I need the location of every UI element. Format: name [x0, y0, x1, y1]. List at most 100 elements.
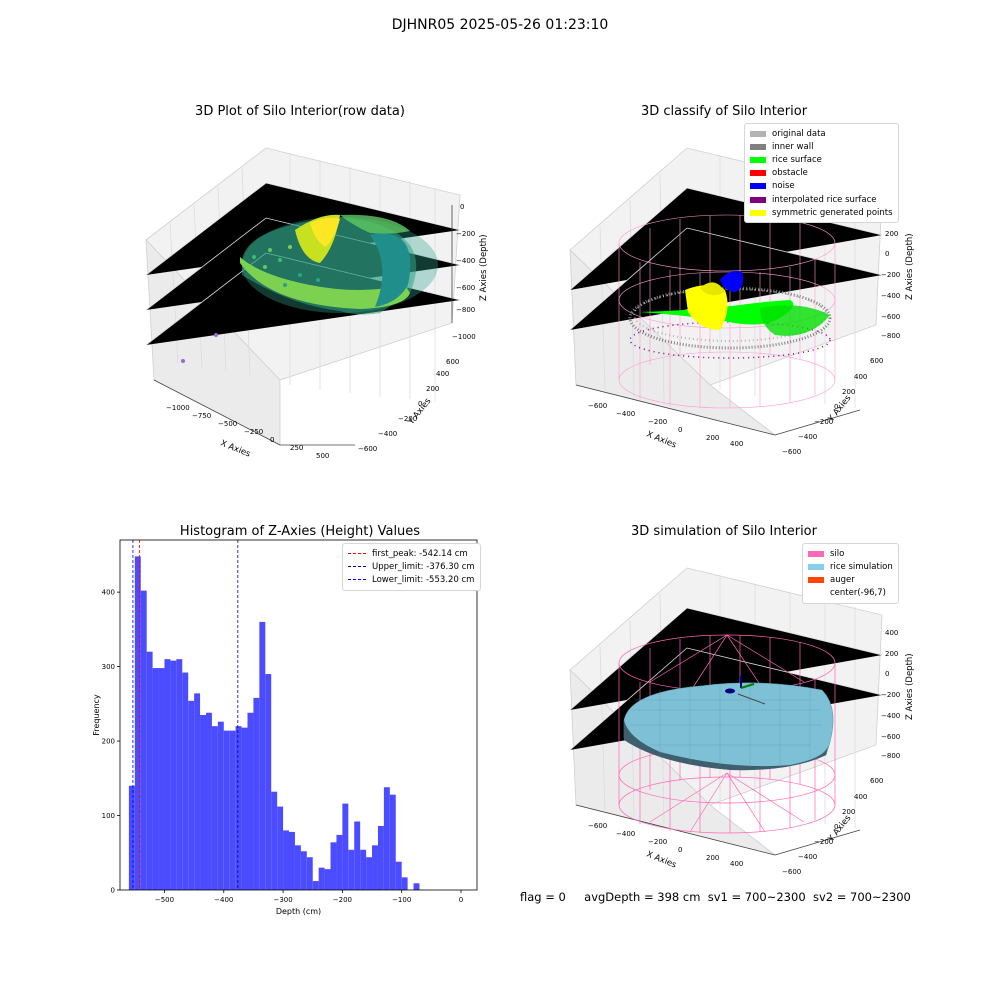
- raw-z-ticks: 0 −200 −400 −600 −800 −1000: [452, 203, 476, 341]
- y-tick-label: 200: [102, 738, 115, 746]
- raw-x-ticks: −1000 −750 −500 −250 0 250 500: [166, 404, 329, 460]
- svg-text:200: 200: [885, 650, 898, 658]
- histogram-bar: [372, 845, 378, 890]
- x-tick-label: −400: [214, 896, 233, 904]
- histogram-y-ticks: 0 100 200 300 400: [102, 589, 120, 895]
- svg-text:−400: −400: [456, 257, 475, 265]
- legend-item: Lower_limit: -553.20 cm: [348, 573, 475, 586]
- histogram-bar: [217, 721, 224, 890]
- svg-text:−800: −800: [881, 332, 900, 340]
- histogram-bar: [294, 845, 301, 890]
- sv2-text: sv2 = 700~2300: [812, 890, 911, 904]
- histogram-x-label: Depth (cm): [276, 907, 321, 916]
- svg-text:−200: −200: [881, 271, 900, 279]
- svg-text:600: 600: [870, 357, 883, 365]
- histogram-bar: [188, 700, 195, 890]
- svg-text:0: 0: [885, 670, 889, 678]
- histogram-chart: −500 −400 −300 −200 −100 0 0 100 200 300 400 Dept…: [92, 539, 478, 916]
- svg-text:200: 200: [426, 385, 439, 393]
- svg-text:−200: −200: [648, 418, 667, 426]
- histogram-bar: [289, 831, 295, 890]
- raw-3d-plot: −1000 −750 −500 −250 0 250 500 X Axies −…: [145, 147, 489, 460]
- histogram-bar: [259, 621, 266, 890]
- histogram-bar: [241, 727, 248, 890]
- histogram-bar: [389, 794, 396, 890]
- figure-title: DJHNR05 2025-05-26 01:23:10: [391, 17, 609, 33]
- legend-item: center(-96,7): [830, 588, 886, 599]
- raw-point-cloud: [181, 214, 438, 363]
- svg-text:600: 600: [446, 358, 459, 366]
- legend-item: rice simulation: [808, 560, 893, 573]
- classify-z-label: Z Axies (Depth): [905, 233, 915, 300]
- auger-marker: [725, 676, 766, 705]
- histogram-bar: [395, 861, 402, 890]
- flag-text: flag = 0: [520, 890, 566, 904]
- svg-text:0: 0: [678, 426, 682, 434]
- svg-text:−800: −800: [881, 752, 900, 760]
- svg-text:−400: −400: [616, 410, 635, 418]
- svg-text:−600: −600: [881, 313, 900, 321]
- simulation-plot-title: 3D simulation of Silo Interior: [631, 524, 817, 539]
- simulation-3d-plot: −600 −400 −200 0 200 400 X Axies −600 −4…: [569, 567, 915, 876]
- histogram-bar: [312, 881, 319, 890]
- histogram-bar: [205, 712, 212, 890]
- histogram-bar: [306, 857, 313, 890]
- x-tick-label: −500: [155, 896, 174, 904]
- svg-text:−400: −400: [881, 292, 900, 300]
- svg-text:−250: −250: [244, 428, 263, 436]
- svg-text:600: 600: [870, 777, 883, 785]
- histogram-bar: [336, 834, 343, 890]
- raw-x-label: X Axies: [219, 439, 252, 460]
- histogram-y-label: Frequency: [92, 694, 101, 736]
- histogram-bar: [247, 712, 254, 890]
- classify-x-label: X Axies: [645, 430, 678, 451]
- histogram-bar: [164, 659, 171, 890]
- legend-item: Upper_limit: -376.30 cm: [348, 560, 475, 573]
- svg-text:0: 0: [678, 846, 682, 854]
- classify-points: [628, 271, 832, 359]
- svg-text:−600: −600: [782, 448, 801, 456]
- svg-text:−600: −600: [358, 445, 377, 453]
- histogram-bars: [128, 556, 420, 890]
- simulation-legend: silo rice simulation auger center(-96,7): [802, 543, 899, 604]
- svg-text:−1000: −1000: [166, 404, 190, 412]
- svg-text:400: 400: [730, 440, 743, 448]
- legend-item: silo: [808, 547, 893, 560]
- histogram-bar: [354, 821, 361, 890]
- classify-silo-wireframe: [618, 214, 836, 409]
- histogram-bar: [366, 857, 373, 890]
- histogram-bar: [401, 877, 408, 890]
- classify-x-ticks: −600 −400 −200 0 200 400: [588, 402, 743, 448]
- svg-text:−600: −600: [588, 822, 607, 830]
- histogram-bar: [128, 785, 135, 890]
- svg-text:200: 200: [842, 388, 855, 396]
- legend-item: first_peak: -542.14 cm: [348, 547, 475, 560]
- svg-text:0: 0: [418, 400, 422, 408]
- legend-item: inner wall: [750, 140, 893, 153]
- svg-text:−400: −400: [798, 853, 817, 861]
- histogram-bar: [348, 849, 355, 890]
- raw-plot-title: 3D Plot of Silo Interior(row data): [195, 104, 405, 119]
- simulation-z-ticks: 400 200 0 −200 −400 −600 −800: [881, 629, 900, 760]
- svg-text:250: 250: [290, 444, 303, 452]
- simulation-x-ticks: −600 −400 −200 0 200 400: [588, 822, 743, 868]
- y-tick-label: 0: [111, 887, 115, 895]
- histogram-bar: [146, 651, 153, 890]
- svg-text:0: 0: [834, 403, 838, 411]
- svg-text:−200: −200: [398, 415, 417, 423]
- svg-text:−600: −600: [881, 733, 900, 741]
- svg-text:−600: −600: [588, 402, 607, 410]
- svg-text:−200: −200: [456, 230, 475, 238]
- histogram-bar: [235, 726, 242, 890]
- svg-text:0: 0: [834, 823, 838, 831]
- svg-text:200: 200: [842, 808, 855, 816]
- svg-text:−400: −400: [881, 712, 900, 720]
- raw-y-ticks: −600 −400 −200 0 200 400 600: [358, 358, 459, 453]
- sv1-text: sv1 = 700~2300: [707, 890, 806, 904]
- histogram-bar: [200, 715, 206, 890]
- svg-text:−800: −800: [456, 306, 475, 314]
- svg-text:−400: −400: [798, 433, 817, 441]
- histogram-bar: [360, 849, 367, 890]
- svg-text:400: 400: [436, 370, 449, 378]
- classify-legend: original data inner wall rice surface ob…: [744, 123, 899, 224]
